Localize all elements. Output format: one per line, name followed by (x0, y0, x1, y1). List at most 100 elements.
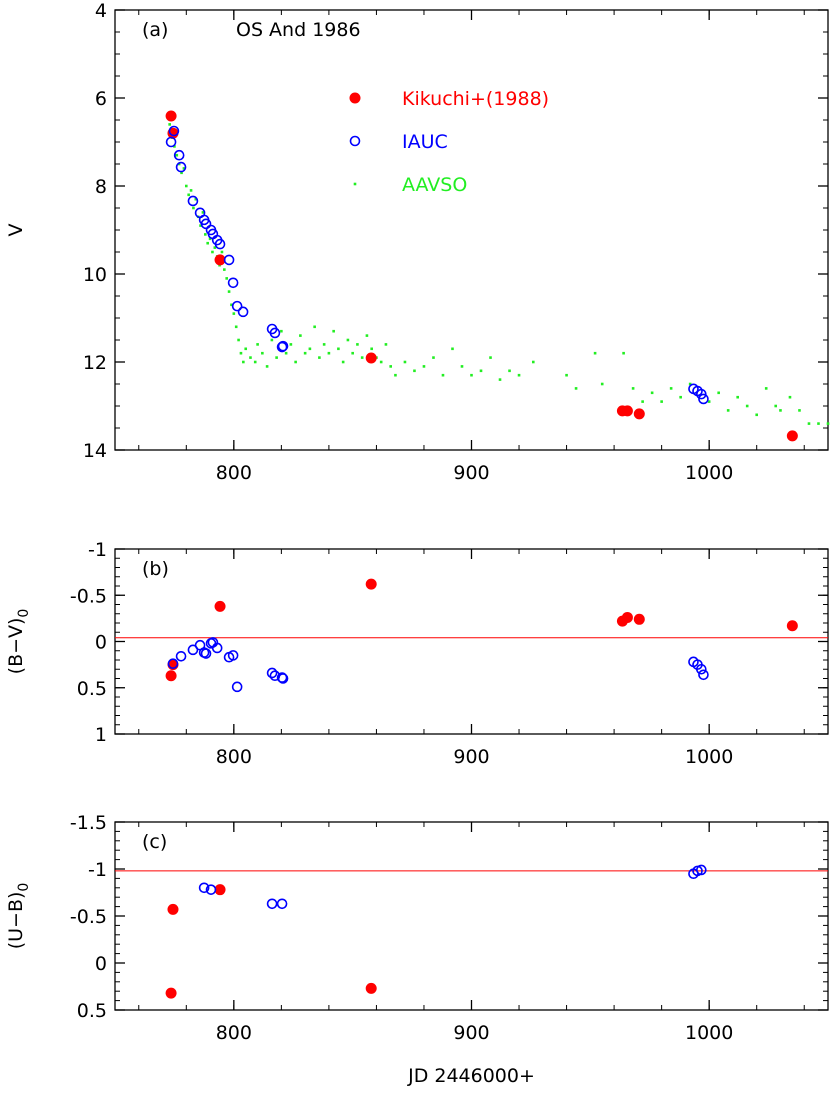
point (660, 400, 663, 403)
point (223, 268, 226, 271)
point (275, 356, 278, 359)
x-tick-label: 800 (216, 746, 252, 768)
point (231, 681, 243, 693)
point (199, 224, 202, 227)
point (165, 110, 177, 122)
point (165, 987, 177, 999)
point (234, 325, 238, 329)
point (227, 277, 239, 289)
point (379, 360, 383, 364)
y-axis-label-sub: 0 (16, 609, 32, 618)
point (173, 145, 176, 148)
point (237, 306, 249, 318)
y-tick-label: 10 (83, 264, 107, 286)
point (389, 365, 392, 368)
x-tick-label: 1000 (685, 746, 733, 768)
point (223, 254, 235, 266)
point (277, 340, 289, 352)
legend-label: Kikuchi+(1988) (402, 88, 549, 110)
point (242, 360, 245, 364)
y-axis-label: V (5, 224, 27, 237)
point (394, 373, 397, 377)
point (318, 356, 321, 359)
y-tick-label: 4 (95, 0, 107, 22)
point (322, 343, 326, 346)
point (308, 347, 312, 351)
point (786, 620, 798, 632)
y-tick-label: 8 (95, 176, 107, 198)
x-tick-label: 1000 (685, 462, 733, 484)
point (451, 347, 454, 351)
point (194, 197, 198, 201)
point (593, 351, 597, 355)
point (403, 360, 407, 364)
x-tick-label: 900 (453, 746, 489, 768)
plot-frame (114, 548, 829, 735)
point (289, 343, 293, 346)
panel: 800 900 1000-1.5-1-0.500.5(U−B)0(c)JD 2446… (5, 812, 829, 1087)
panel-label: (a) (142, 19, 168, 41)
point (600, 382, 604, 386)
point (679, 395, 682, 399)
point (432, 356, 435, 359)
legend-label: IAUC (402, 131, 448, 153)
point (167, 903, 179, 915)
point (470, 373, 473, 377)
point (826, 422, 830, 425)
point (621, 611, 633, 623)
point (641, 400, 644, 403)
x-tick-label: 900 (453, 462, 489, 484)
point (726, 409, 730, 412)
point (214, 884, 226, 896)
point (214, 600, 226, 612)
point (211, 250, 214, 254)
point (280, 329, 283, 333)
point (696, 388, 707, 400)
point (237, 338, 240, 342)
point (165, 670, 177, 682)
point (201, 211, 205, 214)
point (422, 365, 426, 368)
point (261, 351, 264, 355)
y-axis-label: (B−V)0 (5, 609, 32, 675)
point (755, 413, 758, 417)
point (269, 327, 281, 339)
y-axis-label-main: (U−B) (5, 892, 27, 950)
point (565, 373, 568, 377)
point (327, 351, 331, 355)
point (531, 360, 535, 364)
point (698, 669, 709, 681)
y-axis-label: (U−B)0 (5, 883, 32, 950)
point (479, 369, 483, 373)
point (774, 404, 778, 408)
point (633, 613, 645, 625)
point (745, 404, 749, 408)
point (384, 343, 388, 346)
point (220, 250, 224, 254)
point (192, 206, 195, 210)
point (256, 343, 259, 346)
point (185, 184, 188, 188)
point (650, 391, 654, 395)
y-tick-label: 6 (95, 88, 107, 110)
point (574, 387, 578, 390)
point (214, 254, 226, 266)
point (173, 149, 185, 161)
chart-title: OS And 1986 (236, 19, 361, 41)
y-tick-label: -1 (88, 539, 107, 561)
point (779, 409, 782, 412)
point (205, 884, 217, 895)
point (249, 356, 252, 359)
point (187, 195, 199, 207)
point (244, 347, 248, 351)
point (351, 351, 354, 355)
point (227, 290, 231, 293)
panel: 800 900 1000-1-0.500.51(B−V)0(b) (5, 539, 829, 768)
y-tick-label: 12 (83, 352, 107, 374)
point (294, 360, 297, 364)
y-tick-label: 0.5 (77, 1000, 107, 1022)
y-tick-label: -1 (88, 859, 107, 881)
point (313, 325, 316, 329)
point (187, 193, 190, 197)
